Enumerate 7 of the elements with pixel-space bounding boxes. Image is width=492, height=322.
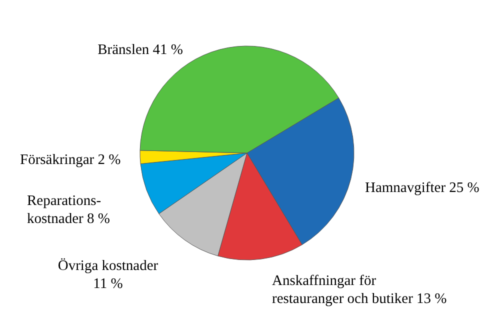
slice-label: Övriga kostnader <box>58 258 158 274</box>
slice-label: Hamnavgifter 25 % <box>365 180 480 196</box>
slice-label: Reparations-kostnader 8 % <box>27 193 110 227</box>
slice-label: Anskaffningar för restauranger och butiker 13 % <box>272 273 447 307</box>
slice-label: Bränslen 41 % <box>98 42 183 58</box>
data-label: 11 % <box>93 276 123 292</box>
slice-label: Försäkringar 2 % <box>20 152 121 168</box>
